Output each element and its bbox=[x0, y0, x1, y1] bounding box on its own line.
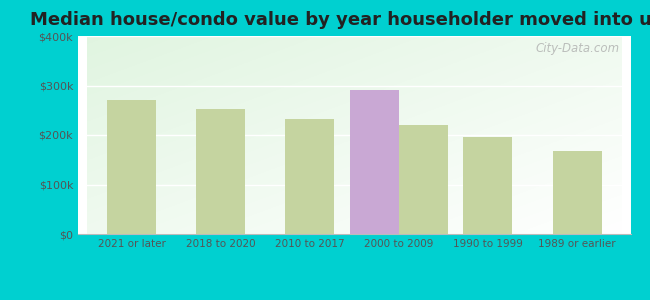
Bar bbox=[350, 90, 399, 234]
Bar bbox=[285, 119, 334, 234]
Title: Median house/condo value by year householder moved into unit: Median house/condo value by year househo… bbox=[29, 11, 650, 29]
Bar bbox=[107, 100, 156, 234]
Legend: Altamont, South Dakota: Altamont, South Dakota bbox=[247, 299, 462, 300]
Text: City-Data.com: City-Data.com bbox=[536, 42, 619, 55]
Bar bbox=[399, 125, 448, 234]
Bar bbox=[196, 109, 245, 234]
Bar bbox=[463, 137, 512, 234]
Bar bbox=[552, 151, 601, 234]
